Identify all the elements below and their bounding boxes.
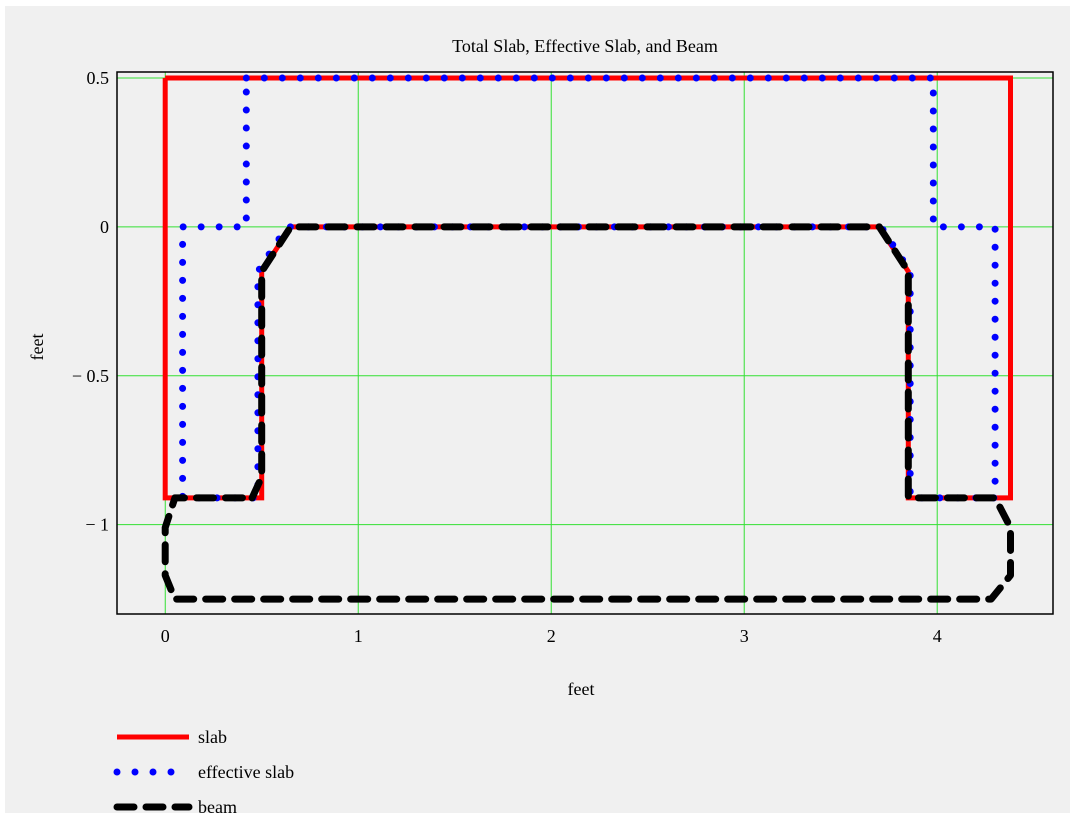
x-tick-label: 4 xyxy=(933,626,942,646)
series-line-beam xyxy=(161,223,1014,603)
y-tick-label: − 0.5 xyxy=(72,366,109,386)
legend-label-effective-slab: effective slab xyxy=(198,762,294,782)
chart-panel: Total Slab, Effective Slab, and Beam 0 1 2… xyxy=(5,6,1070,813)
series-layer xyxy=(161,74,1014,603)
chart-title: Total Slab, Effective Slab, and Beam xyxy=(452,36,718,56)
legend-label-slab: slab xyxy=(198,727,227,747)
y-tick-label: 0 xyxy=(100,217,109,237)
x-tick-label: 2 xyxy=(547,626,556,646)
series-line-effective-slab xyxy=(179,74,999,502)
legend-label-beam: beam xyxy=(198,797,237,813)
x-tick-label: 1 xyxy=(354,626,363,646)
chart-svg: Total Slab, Effective Slab, and Beam 0 1 2… xyxy=(27,36,1054,813)
x-tick-label: 3 xyxy=(740,626,749,646)
tick-labels: 0 1 2 3 4 0.5 0 − 0.5 − 1 xyxy=(72,68,942,646)
x-tick-label: 0 xyxy=(161,626,170,646)
legend: slab effective slab beam xyxy=(113,727,294,813)
plot-area-frame xyxy=(116,71,1054,615)
y-tick-label: 0.5 xyxy=(87,68,110,88)
series-line-slab xyxy=(162,75,1013,501)
y-tick-label: − 1 xyxy=(85,515,109,535)
y-axis-label: feet xyxy=(27,334,47,361)
x-axis-label: feet xyxy=(568,679,595,699)
